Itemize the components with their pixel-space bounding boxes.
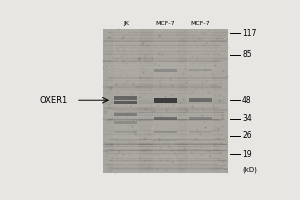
Bar: [114, 121, 137, 124]
Text: 48: 48: [242, 96, 252, 105]
Text: JK: JK: [123, 21, 129, 26]
Bar: [189, 139, 212, 141]
Text: 34: 34: [242, 114, 252, 123]
Bar: [154, 98, 177, 103]
Bar: [114, 131, 137, 133]
Bar: [114, 96, 137, 100]
Bar: [114, 113, 137, 116]
Bar: [113, 29, 139, 173]
Bar: [189, 98, 212, 102]
Bar: [189, 131, 212, 133]
Bar: [153, 29, 178, 173]
Bar: [114, 69, 137, 71]
Bar: [154, 69, 177, 72]
Text: 85: 85: [242, 50, 252, 59]
Bar: [154, 131, 177, 133]
Bar: [154, 139, 177, 141]
Text: MCF-7: MCF-7: [190, 21, 210, 26]
Text: 117: 117: [242, 29, 256, 38]
Bar: [189, 117, 212, 120]
Text: MCF-7: MCF-7: [156, 21, 175, 26]
Bar: [189, 69, 212, 71]
Text: (kD): (kD): [242, 166, 257, 173]
Text: OXER1: OXER1: [40, 96, 68, 105]
Bar: [114, 101, 137, 104]
Bar: [154, 117, 177, 120]
Bar: [103, 29, 228, 173]
Text: 19: 19: [242, 150, 252, 159]
Bar: [188, 29, 213, 173]
Bar: [114, 140, 137, 142]
Text: 26: 26: [242, 131, 252, 140]
